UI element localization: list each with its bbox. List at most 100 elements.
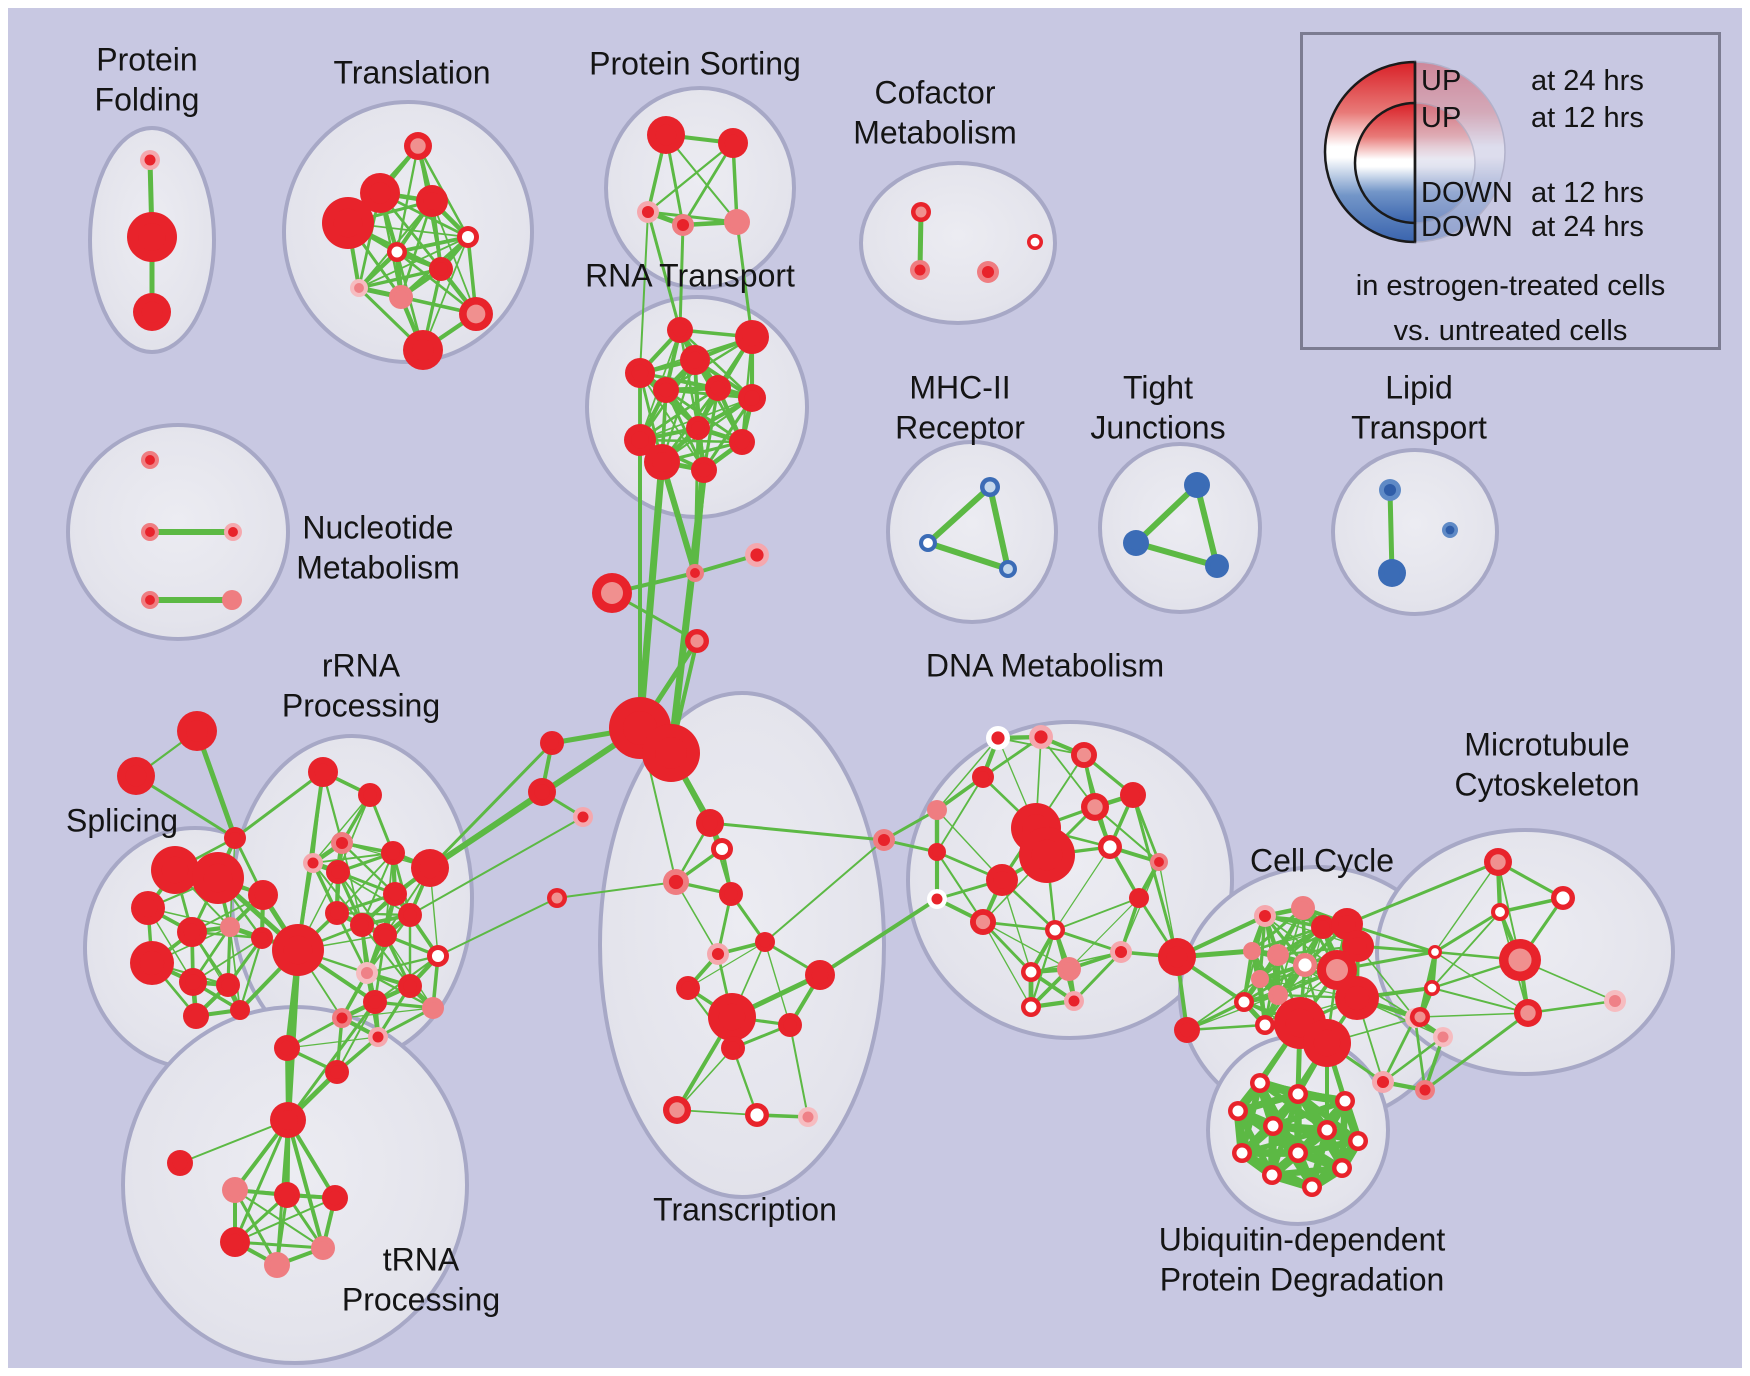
ch-gene-node-core <box>690 634 704 648</box>
nm-cluster-label: Metabolism <box>296 549 460 585</box>
cross-cluster-edge <box>735 220 754 339</box>
cf-gene-node-core <box>915 206 927 218</box>
legend-row-time-down24: at 24 hrs <box>1531 211 1644 243</box>
pf-cluster-label: Protein <box>96 41 197 77</box>
cross-cluster-edge <box>285 947 301 1123</box>
dm-edge <box>982 921 1032 1008</box>
rt-gene-node-core <box>696 462 712 478</box>
cc-edge <box>1381 1035 1445 1084</box>
dm-gene-node-core <box>1034 730 1048 744</box>
cc-edge <box>1381 1016 1417 1084</box>
dm-gene-node-core <box>1125 787 1141 803</box>
tr-gene-node-core <box>327 1190 343 1206</box>
ub-gene-node-core <box>1339 1095 1351 1107</box>
mh-cluster-label: Receptor <box>895 409 1025 445</box>
mh-edge <box>925 540 1011 572</box>
legend-row-word-up12: UP <box>1421 102 1462 134</box>
ts-gene-node-core <box>724 887 738 901</box>
lt-gene-node-core <box>1445 525 1455 535</box>
cf-cluster-label: Cofactor <box>875 74 996 110</box>
legend-footer-line2: vs. untreated cells <box>1393 315 1628 347</box>
cc-gene-node-core <box>1298 958 1312 972</box>
sp-gene-node-core <box>186 720 208 742</box>
ub-gene-node-core <box>1336 1162 1348 1174</box>
tr-gene-node-core <box>227 1182 243 1198</box>
ub-gene-node-core <box>1306 1181 1318 1193</box>
mt-edge <box>1431 911 1501 989</box>
mt-gene-node-core <box>1520 1005 1536 1021</box>
legend-row-word-down12: DOWN <box>1421 177 1513 209</box>
ps-edge <box>681 141 735 227</box>
cross-cluster-edge <box>286 1000 377 1122</box>
tl-gene-node-core <box>461 230 475 244</box>
rt-gene-node-core <box>652 452 672 472</box>
dm-gene-node-core <box>1133 892 1145 904</box>
sp-gene-node-core <box>139 950 165 976</box>
sp-gene-node-core <box>224 921 236 933</box>
cross-cluster-edge <box>678 223 685 332</box>
cc-gene-node-core <box>1316 920 1330 934</box>
rr-edge <box>312 794 371 864</box>
rt-gene-node-core <box>686 351 704 369</box>
cf-cluster-bubble <box>859 161 1057 325</box>
tl-gene-node-core <box>333 208 363 238</box>
tr-edge <box>233 1188 279 1267</box>
rr-edge <box>337 871 411 916</box>
legend-row-time-up24: at 24 hrs <box>1531 65 1644 97</box>
tl-edge <box>395 235 470 254</box>
sp-gene-node-core <box>221 978 235 992</box>
ts-gene-node-core <box>726 1041 740 1055</box>
tr-gene-node-core <box>172 1155 188 1171</box>
ts-gene-node-core <box>702 815 718 831</box>
cc-gene-node-core <box>1344 985 1370 1011</box>
tr-gene-node-core <box>316 1241 330 1255</box>
rr-gene-node-core <box>335 836 349 850</box>
dm-gene-node-core <box>1049 924 1061 936</box>
rt-cluster-label: RNA Transport <box>585 257 795 293</box>
cc-gene-node-core <box>1338 915 1356 933</box>
sp-edge <box>134 774 237 840</box>
rr-gene-node-core <box>363 788 377 802</box>
dm-gene-node-core <box>1076 747 1092 763</box>
ub-gene-node-core <box>1321 1124 1333 1136</box>
rr-gene-node-core <box>314 763 332 781</box>
tr-edge <box>233 1118 290 1244</box>
cf-gene-node-core <box>981 265 995 279</box>
rr-edge <box>340 841 397 896</box>
legend-inner-right-half <box>1414 102 1476 224</box>
rt-edge <box>678 328 754 400</box>
ch-gene-node-core <box>690 568 700 578</box>
legend-footer-line1: in estrogen-treated cells <box>1355 270 1666 302</box>
mh-gene-node-core <box>984 481 996 493</box>
tr-edge <box>234 1197 336 1243</box>
legend-inner-left-half <box>1353 101 1417 225</box>
cc-gene-node-core <box>1296 901 1310 915</box>
mt-edge <box>1434 861 1499 953</box>
ts-gene-node-core <box>718 1003 746 1031</box>
sp-edge <box>229 926 241 1011</box>
cc-gene-node-core <box>1326 959 1348 981</box>
mt-gene-node-core <box>1427 983 1437 993</box>
mt-edge <box>1434 951 1529 1014</box>
cf-gene-node-core <box>914 264 926 276</box>
rt-gene-node-core <box>744 390 760 406</box>
cross-cluster-edge <box>646 210 682 332</box>
mt-gene-node-core <box>1490 854 1506 870</box>
rr-gene-node-core <box>403 979 417 993</box>
mh-cluster-bubble <box>886 440 1058 624</box>
legend-row-word-down24: DOWN <box>1421 211 1513 243</box>
cc-gene-node-core <box>1349 937 1367 955</box>
dm-gene-node-core <box>1154 857 1164 867</box>
rr-edge <box>336 1001 376 1073</box>
rr-gene-node-core <box>372 1031 384 1043</box>
rr-gene-node-core <box>368 995 382 1009</box>
cross-cluster-edge <box>708 821 886 842</box>
lt-gene-node-core <box>1384 565 1400 581</box>
dm-gene-node-core <box>1025 966 1037 978</box>
ts-gene-node-core <box>750 1108 764 1122</box>
sp-gene-node-core <box>255 931 269 945</box>
ub-edge <box>1239 1127 1330 1156</box>
tr-cluster-label: Processing <box>342 1281 500 1317</box>
dm-gene-node-core <box>931 893 943 905</box>
rr-cluster-label: Processing <box>282 687 440 723</box>
